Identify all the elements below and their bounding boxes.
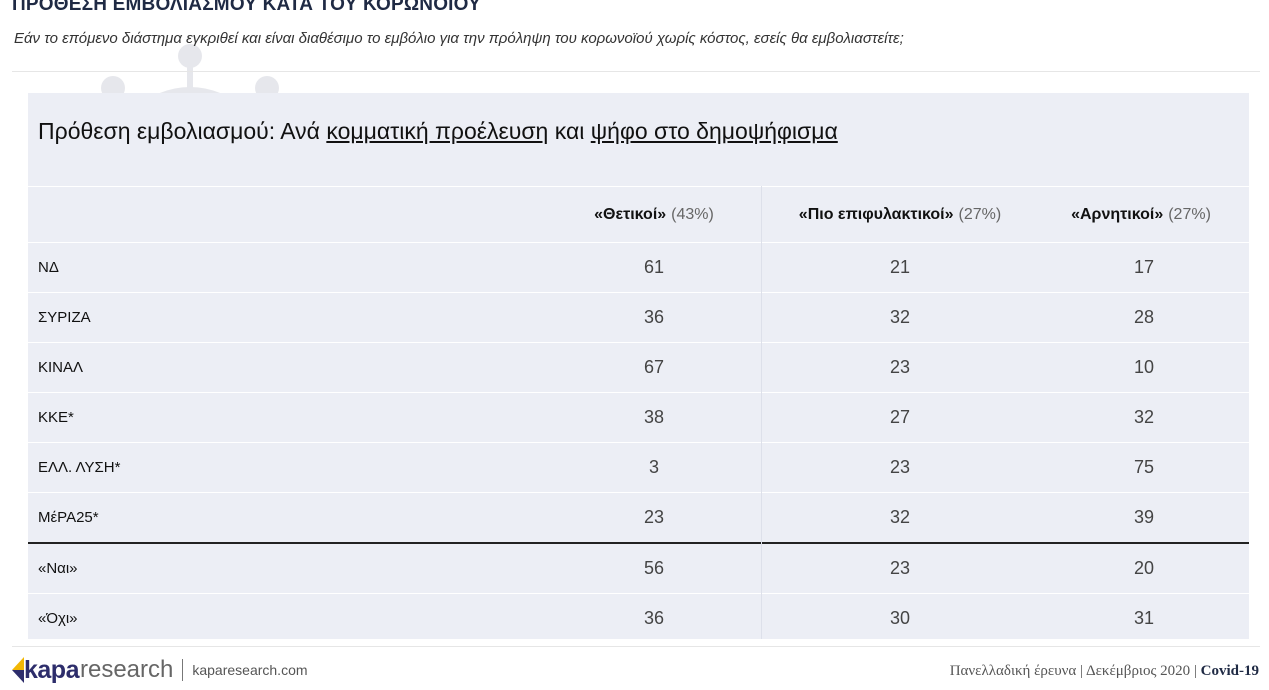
results-panel: Πρόθεση εμβολιασμού: Ανά κομματική προέλ… [28, 93, 1249, 639]
cell-negative: 39 [1133, 507, 1155, 527]
row-label: ΝΔ [38, 259, 59, 276]
cell-cautious: 32 [889, 307, 911, 327]
cell-positive: 56 [643, 558, 665, 578]
logo-divider [182, 659, 184, 681]
footer-survey: Πανελλαδική έρευνα | Δεκέμβριος 2020 | [949, 663, 1201, 679]
cell-cautious: 30 [889, 608, 911, 628]
cell-cautious: 23 [889, 357, 911, 377]
column-separator [761, 186, 762, 639]
cell-positive: 38 [643, 407, 665, 427]
top-divider [12, 71, 1260, 72]
logo-research: research [79, 656, 174, 683]
table-row: ΚΙΝΑΛ 67 23 10 [28, 342, 1249, 392]
row-label: ΣΥΡΙΖΑ [38, 309, 91, 326]
footer-note: Πανελλαδική έρευνα | Δεκέμβριος 2020 | C… [950, 663, 1259, 680]
row-label: ΜέΡΑ25* [38, 509, 99, 526]
cell-negative: 75 [1133, 457, 1155, 477]
page-subtitle: Εάν το επόμενο διάστημα εγκριθεί και είν… [14, 30, 904, 47]
logo-kapa: kapa [24, 655, 79, 684]
cell-cautious: 27 [889, 407, 911, 427]
cell-cautious: 21 [889, 257, 911, 277]
cell-negative: 17 [1133, 257, 1155, 277]
table-header-row: «Θετικοί» (43%) «Πιο επιφυλακτικοί» (27%) … [28, 186, 1249, 242]
header-cautious: «Πιο επιφυλακτικοί» (27%) [798, 205, 1002, 223]
cell-cautious: 32 [889, 507, 911, 527]
table-row: ΝΔ 61 21 17 [28, 242, 1249, 292]
row-label: ΚΚΕ* [38, 409, 74, 426]
cell-negative: 10 [1133, 357, 1155, 377]
row-label: «Ναι» [38, 560, 78, 577]
cell-positive: 61 [643, 257, 665, 277]
cell-positive: 36 [643, 608, 665, 628]
cell-cautious: 23 [889, 558, 911, 578]
brand-logo: kapa research kaparesearch.com [12, 655, 308, 685]
cell-negative: 31 [1133, 608, 1155, 628]
cell-positive: 3 [648, 457, 659, 477]
panel-title-mid: και [548, 118, 591, 144]
vaccination-table: «Θετικοί» (43%) «Πιο επιφυλακτικοί» (27%) … [28, 186, 1249, 643]
row-label: ΕΛΛ. ΛΥΣΗ* [38, 459, 121, 476]
table-row: ΕΛΛ. ΛΥΣΗ* 3 23 75 [28, 442, 1249, 492]
panel-title-prefix: Πρόθεση εμβολιασμού: Ανά [38, 118, 327, 144]
panel-title-party: κομματική προέλευση [326, 118, 549, 144]
cell-negative: 28 [1133, 307, 1155, 327]
table-row: «Όχι» 36 30 31 [28, 593, 1249, 643]
cell-positive: 36 [643, 307, 665, 327]
table-row: ΚΚΕ* 38 27 32 [28, 392, 1249, 442]
header-positive: «Θετικοί» (43%) [594, 205, 714, 223]
row-label: «Όχι» [38, 610, 78, 627]
cell-negative: 32 [1133, 407, 1155, 427]
kapa-logo-icon [12, 657, 24, 683]
table-row: «Ναι» 56 23 20 [28, 542, 1249, 593]
footer-topic: Covid-19 [1200, 663, 1259, 679]
cell-positive: 67 [643, 357, 665, 377]
table-row: ΜέΡΑ25* 23 32 39 [28, 492, 1249, 542]
row-label: ΚΙΝΑΛ [38, 359, 84, 376]
page-title: ΠΡΟΘΕΣΗ ΕΜΒΟΛΙΑΣΜΟΥ ΚΑΤΑ ΤΟΥ ΚΟΡΩΝΟΙΟΥ [12, 0, 481, 15]
bottom-divider [12, 646, 1260, 647]
website-link[interactable]: kaparesearch.com [192, 662, 308, 678]
table-row: ΣΥΡΙΖΑ 36 32 28 [28, 292, 1249, 342]
cell-positive: 23 [643, 507, 665, 527]
panel-title: Πρόθεση εμβολιασμού: Ανά κομματική προέλ… [38, 118, 838, 145]
panel-title-referendum: ψήφο στο δημοψήφισμα [590, 118, 838, 144]
cell-cautious: 23 [889, 457, 911, 477]
header-negative: «Αρνητικοί» (27%) [1071, 205, 1211, 223]
cell-negative: 20 [1133, 558, 1155, 578]
